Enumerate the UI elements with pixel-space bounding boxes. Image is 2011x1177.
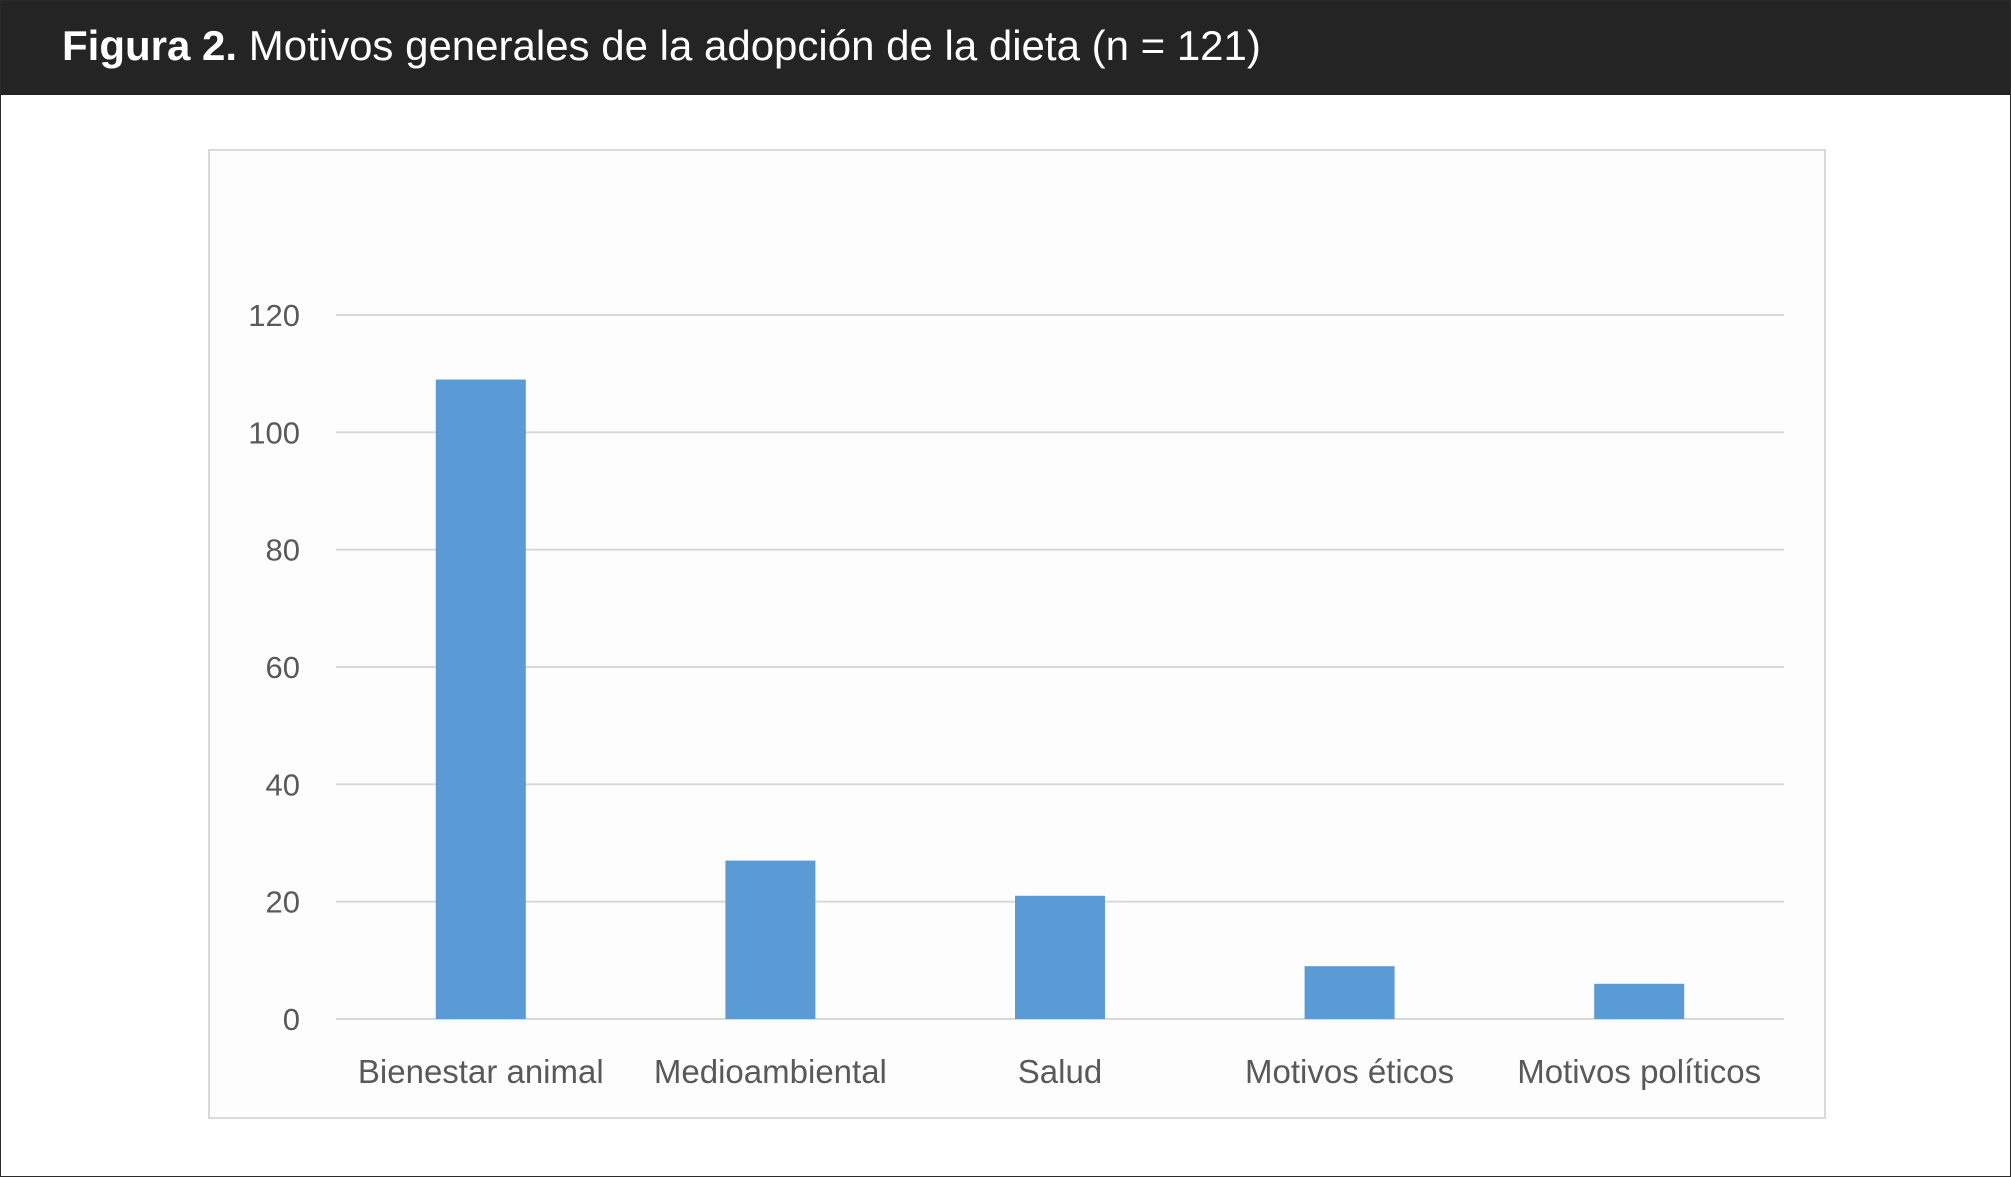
bar [435, 379, 526, 1019]
grid-layer [336, 314, 1784, 1020]
x-tick-label: Motivos políticos [1517, 1053, 1761, 1090]
y-tick-label: 120 [248, 298, 300, 333]
y-tick-label: 80 [266, 533, 300, 568]
y-tick-label: 100 [248, 415, 300, 450]
chart-frame: 0 20 40 60 80 100 120 Bienestar animal Medioamb… [208, 149, 1826, 1119]
caption-bar: Figura 2. Motivos generales de la adopci… [1, 1, 2010, 95]
y-tick-label: 0 [283, 1002, 300, 1037]
y-tick-label: 60 [266, 650, 300, 685]
x-tick-labels: Bienestar animal Medioambiental Salud Motiv… [358, 1053, 1761, 1090]
bar-layer [435, 379, 1685, 1019]
bar [1015, 895, 1105, 1019]
bar [725, 860, 816, 1019]
figure-label: Figura 2. [62, 22, 238, 69]
figure-caption: Figura 2. Motivos generales de la adopci… [62, 20, 1261, 72]
x-tick-label: Motivos éticos [1245, 1053, 1454, 1090]
y-tick-labels: 0 20 40 60 80 100 120 [248, 298, 300, 1037]
figure-title: Motivos generales de la adopción de la d… [248, 22, 1261, 69]
x-tick-label: Bienestar animal [358, 1053, 604, 1090]
x-tick-label: Medioambiental [654, 1053, 887, 1090]
bar [1594, 983, 1685, 1019]
bar-chart: 0 20 40 60 80 100 120 Bienestar animal Medioamb… [248, 298, 1784, 1090]
y-tick-label: 20 [266, 885, 300, 920]
x-tick-label: Salud [1018, 1053, 1102, 1090]
bar [1304, 966, 1395, 1019]
y-tick-label: 40 [266, 767, 300, 802]
